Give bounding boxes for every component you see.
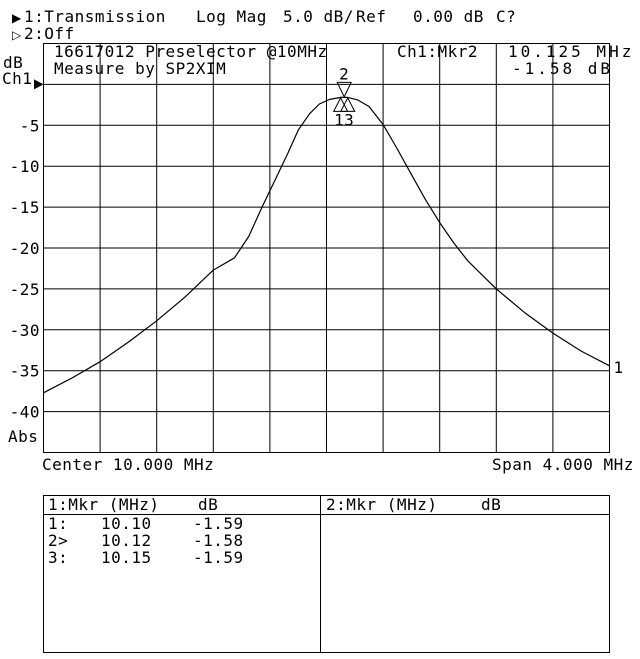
trace-number-label: 1 (614, 358, 624, 377)
marker-row-id: 3: (48, 548, 69, 567)
marker-table-divider (320, 496, 321, 652)
marker-number-label: 3 (344, 110, 354, 129)
marker-number-label: 1 (334, 110, 344, 129)
marker-row-freq: 10.12 (101, 531, 152, 550)
y-axis-tick-label: -30 (10, 321, 40, 340)
marker-row-db: -1.58 (193, 531, 244, 550)
channel1-active-marker-icon: ▶ (12, 11, 22, 25)
center-frequency-label: Center 10.000 MHz (42, 455, 215, 474)
marker-table: 1:Mkr (MHz) dB 1: 10.10 -1.59 2> 10.12 -… (43, 495, 610, 653)
marker-number-label: 2 (339, 64, 349, 83)
scale-per-div-value: 5.0 dB/ (283, 7, 354, 26)
title-annotation-line1: 16617012 Preselector @10MHz (54, 42, 328, 61)
y-axis-tick-label: -40 (10, 403, 40, 422)
marker-row-id: 1: (48, 514, 69, 533)
y-axis-tick-label: -10 (10, 157, 40, 176)
marker-table-header-underline (44, 514, 609, 515)
y-axis-tick-label: -35 (10, 362, 40, 381)
marker-row-db: -1.59 (193, 548, 244, 567)
abs-scale-label: Abs (8, 427, 39, 446)
marker-row-db: -1.59 (193, 514, 244, 533)
format-label: Log Mag (196, 7, 267, 26)
active-marker-icon (336, 81, 352, 98)
graticule-border (43, 43, 610, 453)
marker-row-id: 2> (48, 531, 69, 550)
y-axis-tick-label: -20 (10, 239, 40, 258)
channel1-measurement-label: 1:Transmission (24, 7, 166, 26)
marker-row-freq: 10.10 (101, 514, 152, 533)
marker-readout-title: Ch1:Mkr2 (397, 42, 479, 61)
marker-row-freq: 10.15 (101, 548, 152, 567)
y-axis-tick-label: -5 (20, 116, 40, 135)
title-annotation-line2: Measure by SP2XIM (54, 59, 227, 78)
marker-readout-frequency: 10.125 MHz (508, 42, 635, 61)
channel-ref-label: Ch1 (2, 69, 33, 88)
ch2-marker-table-header-freq: 2:Mkr (MHz) (326, 495, 438, 514)
channel2-marker-icon: ▷ (12, 28, 22, 42)
y-axis-unit-label: dB (3, 53, 24, 72)
y-axis-tick-label: -15 (10, 198, 40, 217)
marker-readout-level: -1.58 dB (512, 59, 614, 78)
y-axis-tick-label: -25 (10, 280, 40, 299)
ch1-marker-table-header-freq: 1:Mkr (MHz) (48, 495, 160, 514)
marker-icon (339, 96, 356, 112)
trace-ch1 (43, 96, 610, 394)
marker-icon (332, 96, 349, 112)
channel2-measurement-label: 2:Off (24, 24, 75, 43)
ref-label: Ref (356, 7, 387, 26)
ref-level-arrow-icon (34, 79, 44, 90)
ch2-marker-table-header-db: dB (481, 495, 502, 514)
ch1-marker-table-header-db: dB (198, 495, 219, 514)
cal-status-indicator: C? (496, 7, 517, 26)
span-frequency-label: Span 4.000 MHz (492, 455, 634, 474)
ref-level-value: 0.00 dB (413, 7, 484, 26)
